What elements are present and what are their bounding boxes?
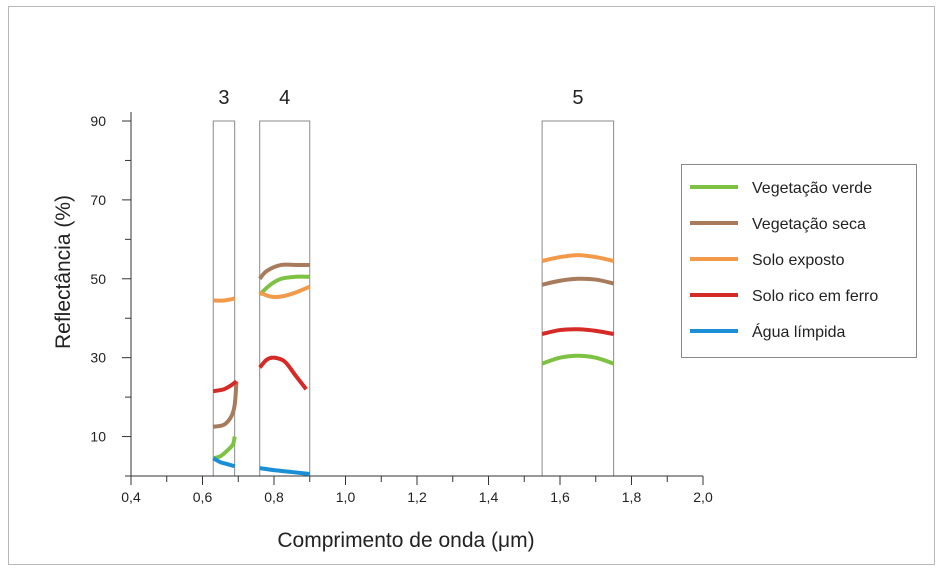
series-line-vegetacao-seca (212, 381, 239, 429)
series-layer (212, 253, 615, 477)
x-tick-label: 0,8 (264, 489, 284, 505)
legend-items: Vegetação verde Vegetação seca Solo expost… (690, 180, 878, 341)
series-line-solo-exposto (258, 284, 311, 300)
series-line-agua-limpida (259, 466, 310, 477)
x-tick-label: 1,6 (550, 489, 570, 505)
x-tick-label: 1,0 (336, 489, 356, 505)
legend-label-solo-rico-em-ferro: Solo rico em ferro (752, 288, 878, 305)
x-tick-label: 1,8 (622, 489, 642, 505)
y-tick-label: 30 (90, 350, 106, 366)
x-tick-label: 1,4 (479, 489, 499, 505)
y-tick-label: 50 (90, 271, 106, 287)
series-line-solo-exposto (213, 296, 236, 303)
x-tick-label: 0,4 (121, 489, 141, 505)
legend-label-solo-exposto: Solo exposto (752, 252, 845, 269)
series-line-agua-limpida (212, 456, 236, 469)
series-line-vegetacao-verde (212, 436, 237, 461)
band-rect-4 (259, 120, 311, 477)
band-label-3: 3 (218, 87, 229, 109)
y-tick-label: 70 (90, 192, 106, 208)
y-tick-label: 90 (90, 113, 106, 129)
y-tick-label: 10 (90, 429, 106, 445)
band-label-5: 5 (572, 87, 583, 109)
legend-label-agua-limpida: Água límpida (752, 322, 845, 341)
series-line-solo-rico-em-ferro (258, 355, 308, 391)
series-line-solo-rico-em-ferro (541, 327, 614, 336)
axes-layer: 0,4 0,6 0,8 1,0 1,2 1,4 1,6 1,8 2,0 10 30 50 70 90 (90, 112, 713, 505)
x-tick-label: 2,0 (693, 489, 713, 505)
series-line-solo-exposto (541, 253, 615, 263)
legend-label-vegetacao-verde: Vegetação verde (752, 180, 872, 197)
figure-border (8, 6, 935, 565)
legend-label-vegetacao-seca: Vegetação seca (752, 216, 866, 233)
legend: Vegetação verde Vegetação seca Solo expost… (681, 164, 917, 358)
x-tick-label: 0,6 (193, 489, 213, 505)
x-tick-label: 1,2 (407, 489, 427, 505)
x-axis-title: Comprimento de onda (μm) (277, 529, 534, 552)
series-line-vegetacao-seca (541, 276, 615, 287)
series-line-vegetacao-seca (258, 262, 310, 281)
band-rect-5 (541, 120, 615, 477)
band-label-4: 4 (279, 87, 290, 109)
y-axis-title: Reflectância (%) (52, 195, 75, 349)
series-line-solo-rico-em-ferro (212, 379, 238, 394)
series-line-vegetacao-verde (258, 274, 310, 297)
series-line-vegetacao-verde (541, 353, 615, 366)
